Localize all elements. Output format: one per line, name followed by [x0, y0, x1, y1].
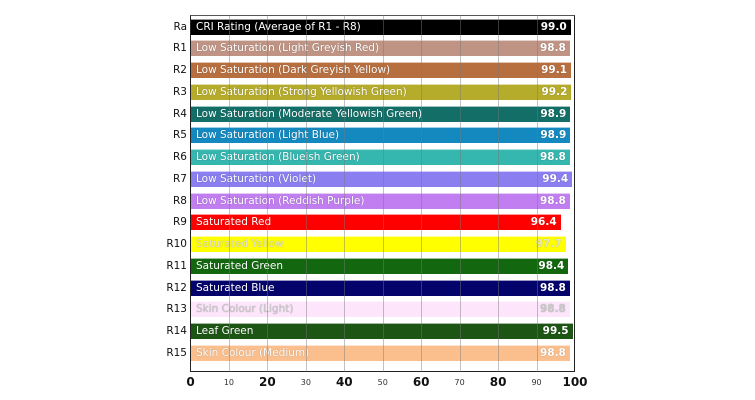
category-label: R2 — [173, 64, 187, 76]
bar-label: Skin Colour (Light) — [196, 303, 294, 316]
bar-value: 98.8 — [539, 281, 566, 294]
bar-label: Leaf Green — [196, 325, 254, 337]
bar: Low Saturation (Reddish Purple) 98.8 — [191, 192, 570, 209]
x-tick-label: 50 — [377, 378, 388, 387]
bar-value: 98.8 — [539, 303, 566, 316]
x-tick-label: 80 — [489, 375, 507, 389]
category-label: R5 — [173, 129, 187, 142]
x-tick-label: 0 — [186, 375, 195, 389]
bar-label: Low Saturation (Light Blue) — [196, 129, 340, 142]
category-label: R12 — [166, 281, 187, 294]
bar: Skin Colour (Light) 98.8 — [191, 301, 570, 318]
plot-area — [190, 15, 575, 372]
x-tick-label: 90 — [531, 378, 542, 387]
bar-value: 98.8 — [539, 151, 566, 163]
bar-value: 99.2 — [541, 85, 568, 98]
bar-value: 98.8 — [539, 42, 566, 55]
bar: Low Saturation (Blueish Green) 98.8 — [191, 149, 570, 165]
bar-label: Low Saturation (Light Greyish Red) — [196, 42, 380, 55]
bar-label: Skin Colour (Medium) — [196, 346, 310, 359]
bar-label: CRI Rating (Average of R1 - R8) — [196, 20, 361, 33]
bar-label: Low Saturation (Blueish Green) — [196, 151, 360, 163]
bar: Skin Colour (Medium) 98.8 — [191, 344, 570, 361]
gridline — [344, 15, 346, 372]
gridline — [228, 15, 230, 372]
gridline — [459, 15, 461, 372]
bar: Low Saturation (Dark Greyish Yellow) 99.1 — [191, 62, 572, 78]
bar: CRI Rating (Average of R1 - R8) 99.0 — [191, 18, 571, 35]
bar: Low Saturation (Strong Yellowish Green) 9… — [191, 83, 572, 100]
gridline — [382, 15, 384, 372]
x-tick-label: 60 — [412, 375, 430, 389]
category-label: R1 — [173, 42, 187, 55]
bar: Low Saturation (Violet) 99.4 — [191, 170, 573, 187]
bar: Saturated Blue 98.8 — [191, 279, 570, 296]
bar-value: 99.5 — [542, 325, 569, 337]
bar-label: Low Saturation (Strong Yellowish Green) — [196, 85, 407, 98]
gridline — [305, 15, 307, 372]
bar-label: Low Saturation (Dark Greyish Yellow) — [196, 64, 391, 76]
gridline — [536, 15, 538, 372]
x-tick-label: 30 — [300, 378, 311, 387]
bar: Saturated Green 98.4 — [191, 257, 569, 274]
bar-label: Saturated Blue — [196, 281, 275, 294]
x-tick-label: 20 — [259, 375, 276, 389]
bar-value: 98.8 — [539, 194, 566, 207]
bar: Low Saturation (Moderate Yellowish Green… — [191, 105, 571, 122]
x-tick-label: 70 — [454, 378, 465, 387]
bar: Low Saturation (Light Greyish Red) 98.8 — [191, 40, 570, 57]
category-label: R10 — [166, 238, 187, 250]
category-label: Ra — [173, 20, 188, 33]
gridline — [498, 15, 500, 372]
x-tick-label: 100 — [562, 375, 588, 389]
bar-value: 99.1 — [541, 64, 568, 76]
category-label: R8 — [173, 194, 187, 207]
bar-label: Low Saturation (Moderate Yellowish Green… — [196, 107, 423, 120]
bar: Saturated Red 96.4 — [191, 214, 561, 231]
bar-value: 98.9 — [540, 129, 567, 142]
bar-value: 98.8 — [539, 346, 566, 359]
bar: Saturated Yellow 97.7 — [191, 236, 566, 252]
category-label: R6 — [173, 151, 187, 163]
bar: Leaf Green 99.5 — [191, 323, 573, 339]
bar-label: Low Saturation (Violet) — [196, 172, 317, 185]
category-label: R4 — [173, 107, 187, 120]
category-label: R14 — [166, 325, 187, 337]
bar-label: Saturated Yellow — [196, 238, 284, 250]
x-tick-label: 10 — [223, 378, 235, 387]
bar-value: 96.4 — [530, 216, 557, 229]
bar-value: 99.4 — [542, 172, 569, 185]
bar-label: Low Saturation (Reddish Purple) — [196, 194, 365, 207]
bar-label: Saturated Red — [196, 216, 272, 229]
category-label: R11 — [166, 259, 187, 272]
x-tick-label: 40 — [335, 375, 353, 389]
bar-label: Saturated Green — [196, 259, 283, 272]
category-label: R15 — [166, 346, 187, 359]
category-label: R9 — [173, 216, 187, 229]
category-label: R13 — [166, 303, 187, 316]
gridline — [421, 15, 423, 372]
category-label: R7 — [173, 172, 187, 185]
gridline — [267, 15, 269, 372]
bar: Low Saturation (Light Blue) 98.9 — [191, 127, 571, 144]
bar-value: 97.7 — [535, 238, 562, 250]
bar-value: 99.0 — [540, 20, 567, 33]
bar-value: 98.9 — [540, 107, 567, 120]
category-label: R3 — [173, 85, 187, 98]
bar-value: 98.4 — [538, 259, 565, 272]
